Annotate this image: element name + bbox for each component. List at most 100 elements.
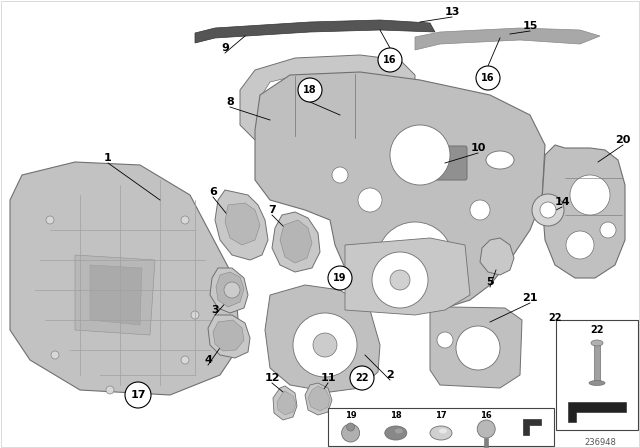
Polygon shape (10, 162, 240, 395)
Polygon shape (524, 419, 541, 435)
Polygon shape (277, 391, 296, 415)
Bar (328, 408, 554, 446)
Polygon shape (225, 203, 260, 245)
Circle shape (181, 216, 189, 224)
Text: 15: 15 (522, 21, 538, 31)
Circle shape (293, 313, 357, 377)
Text: 17: 17 (435, 410, 447, 419)
Polygon shape (594, 343, 600, 383)
Polygon shape (273, 386, 297, 420)
Polygon shape (195, 20, 435, 43)
Text: 18: 18 (303, 85, 317, 95)
Text: 14: 14 (554, 197, 570, 207)
Text: 1: 1 (104, 153, 112, 163)
Bar (556, 320, 638, 430)
Text: 16: 16 (383, 55, 397, 65)
Polygon shape (280, 220, 312, 263)
Polygon shape (430, 307, 522, 388)
Polygon shape (208, 315, 250, 358)
Circle shape (350, 366, 374, 390)
Text: 7: 7 (268, 205, 276, 215)
Circle shape (532, 194, 564, 226)
Circle shape (456, 326, 500, 370)
Circle shape (372, 252, 428, 308)
Circle shape (390, 125, 450, 185)
Circle shape (476, 66, 500, 90)
Circle shape (347, 423, 355, 431)
Circle shape (390, 270, 410, 290)
Text: 21: 21 (522, 293, 538, 303)
Text: 19: 19 (333, 273, 347, 283)
Polygon shape (272, 212, 320, 272)
Circle shape (540, 202, 556, 218)
Polygon shape (240, 55, 415, 150)
Text: 16: 16 (481, 410, 492, 419)
Circle shape (437, 332, 453, 348)
Circle shape (377, 222, 453, 298)
Ellipse shape (439, 428, 447, 434)
Text: 18: 18 (390, 410, 402, 419)
Circle shape (125, 382, 151, 408)
Text: 11: 11 (320, 373, 336, 383)
Circle shape (378, 48, 402, 72)
Text: 17: 17 (131, 390, 146, 400)
Circle shape (342, 424, 360, 442)
Polygon shape (568, 402, 626, 422)
Polygon shape (415, 28, 600, 50)
Polygon shape (75, 255, 155, 335)
Polygon shape (260, 74, 398, 138)
Text: 22: 22 (590, 325, 604, 335)
Circle shape (470, 200, 490, 220)
Ellipse shape (385, 426, 407, 440)
Polygon shape (308, 386, 330, 411)
Circle shape (106, 386, 114, 394)
Circle shape (51, 351, 59, 359)
Text: 6: 6 (209, 187, 217, 197)
Circle shape (332, 167, 348, 183)
Ellipse shape (589, 380, 605, 385)
Polygon shape (215, 190, 268, 260)
Circle shape (181, 356, 189, 364)
Text: 236948: 236948 (584, 438, 616, 447)
Polygon shape (210, 268, 248, 313)
Ellipse shape (430, 426, 452, 440)
Circle shape (191, 311, 199, 319)
Polygon shape (265, 285, 380, 392)
Circle shape (328, 266, 352, 290)
Text: 12: 12 (264, 373, 280, 383)
Circle shape (313, 333, 337, 357)
Circle shape (566, 231, 594, 259)
Circle shape (230, 216, 254, 240)
Polygon shape (480, 238, 514, 275)
Text: 9: 9 (221, 43, 229, 53)
Circle shape (224, 282, 240, 298)
Ellipse shape (591, 340, 603, 346)
Text: 22: 22 (548, 313, 562, 323)
Ellipse shape (486, 151, 514, 169)
Circle shape (46, 216, 54, 224)
Text: 22: 22 (355, 373, 369, 383)
Text: 3: 3 (211, 305, 219, 315)
Text: 5: 5 (486, 277, 494, 287)
FancyBboxPatch shape (408, 146, 467, 180)
Text: 16: 16 (481, 73, 495, 83)
Text: 20: 20 (615, 135, 630, 145)
Text: 8: 8 (226, 97, 234, 107)
Text: 4: 4 (204, 355, 212, 365)
Text: 13: 13 (444, 7, 460, 17)
Polygon shape (216, 272, 244, 307)
Circle shape (600, 222, 616, 238)
Polygon shape (484, 438, 488, 447)
Ellipse shape (395, 428, 403, 434)
Circle shape (477, 420, 495, 438)
Circle shape (298, 78, 322, 102)
Polygon shape (305, 383, 332, 415)
Text: 19: 19 (345, 410, 356, 419)
Circle shape (570, 175, 610, 215)
Text: 2: 2 (386, 370, 394, 380)
Polygon shape (345, 238, 470, 315)
Circle shape (358, 188, 382, 212)
Text: 10: 10 (470, 143, 486, 153)
Polygon shape (90, 265, 142, 325)
Polygon shape (255, 72, 545, 310)
